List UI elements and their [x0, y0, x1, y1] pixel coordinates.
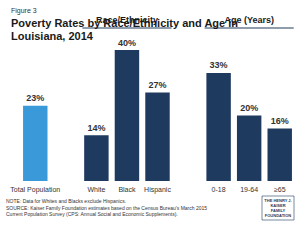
svg-text:FAMILY: FAMILY [270, 208, 286, 213]
svg-text:0-18: 0-18 [212, 186, 226, 193]
svg-text:40%: 40% [118, 38, 136, 48]
svg-text:White: White [87, 186, 105, 193]
svg-text:33%: 33% [210, 60, 228, 70]
svg-text:Total Population: Total Population [10, 186, 60, 194]
svg-text:Age (Years): Age (Years) [224, 14, 274, 25]
svg-text:20%: 20% [240, 103, 258, 113]
svg-text:NOTE: Data for Whites and Blac: NOTE: Data for Whites and Blacks exclude… [6, 198, 126, 204]
svg-text:Current Population Survey (CPS: Current Population Survey (CPS: Annual S… [6, 211, 178, 217]
svg-text:Poverty Rates by Race/Ethnicit: Poverty Rates by Race/Ethnicity and Age … [11, 17, 241, 29]
svg-text:≥65: ≥65 [274, 186, 286, 193]
svg-text:Figure 3: Figure 3 [11, 7, 37, 15]
svg-text:23%: 23% [26, 93, 44, 103]
svg-text:FOUNDATION: FOUNDATION [265, 213, 291, 218]
svg-text:14%: 14% [87, 123, 105, 133]
svg-text:SOURCE: Kaiser Family Foundati: SOURCE: Kaiser Family Foundation estimat… [6, 205, 209, 211]
svg-text:THE HENRY J.: THE HENRY J. [264, 198, 292, 203]
svg-text:27%: 27% [148, 80, 166, 90]
svg-text:19-64: 19-64 [240, 186, 258, 193]
svg-text:Louisiana, 2014: Louisiana, 2014 [11, 30, 94, 42]
svg-text:Black: Black [118, 186, 136, 193]
svg-text:KAISER: KAISER [270, 203, 286, 208]
svg-text:16%: 16% [271, 116, 289, 126]
svg-text:Hispanic: Hispanic [144, 186, 171, 194]
